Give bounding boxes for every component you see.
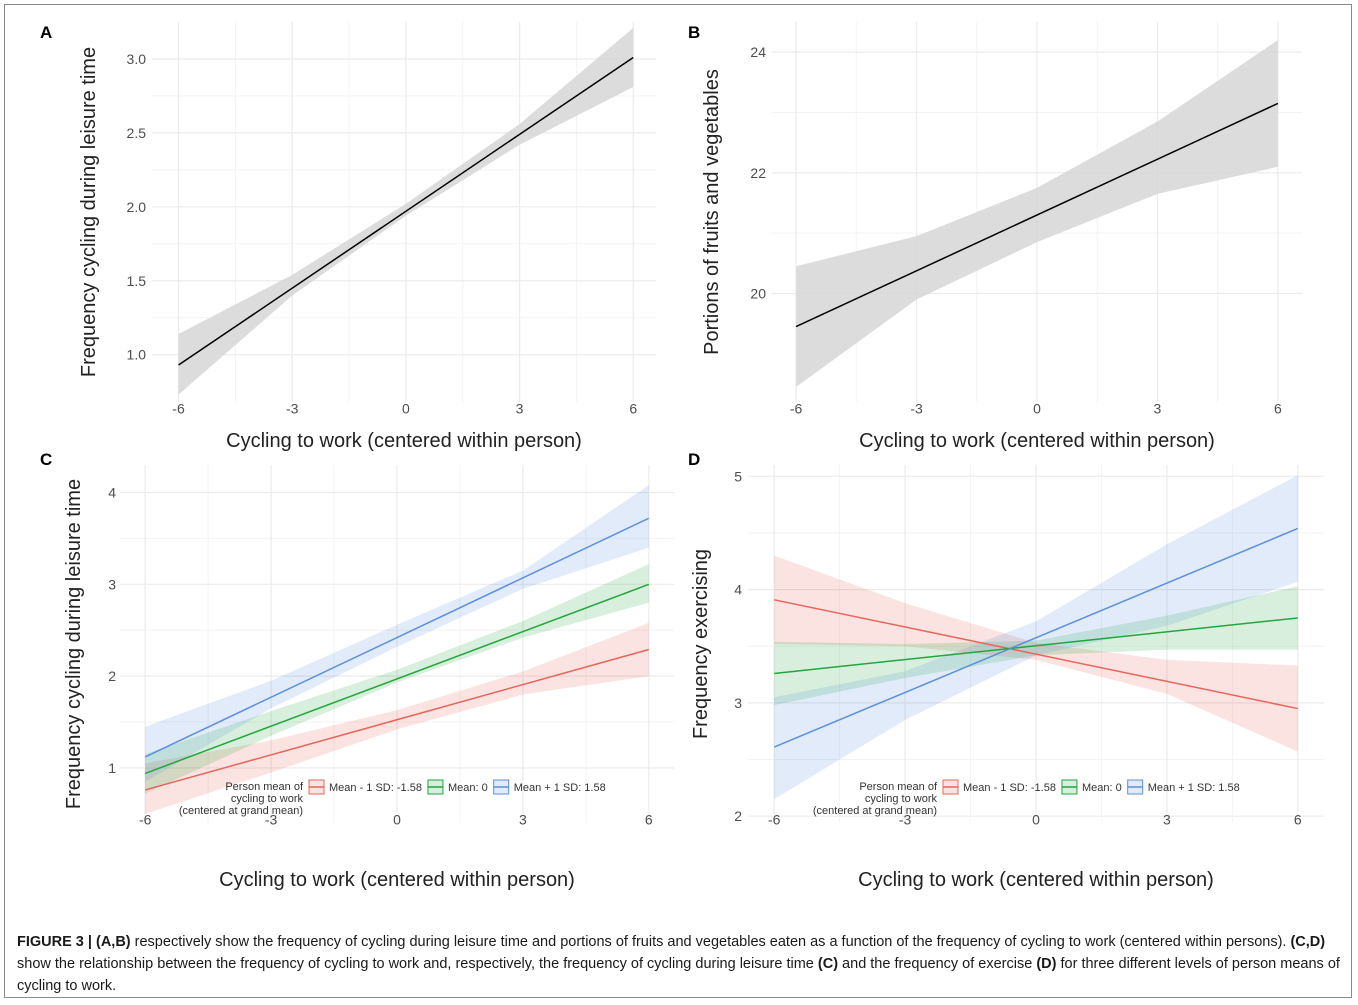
y-axis-title: Frequency cycling during leisure time bbox=[78, 47, 100, 377]
y-tick-label: 22 bbox=[750, 165, 766, 181]
x-tick-label: 3 bbox=[516, 400, 524, 416]
x-tick-label: 6 bbox=[1274, 400, 1282, 416]
regression-line bbox=[773, 527, 1299, 748]
regression-line bbox=[774, 599, 1298, 710]
x-tick-label: 0 bbox=[393, 811, 401, 827]
confidence-band bbox=[796, 40, 1278, 387]
legend-label: Mean: 0 bbox=[1082, 782, 1122, 794]
y-tick-label: 2 bbox=[108, 668, 116, 684]
x-tick-label: -3 bbox=[899, 811, 912, 827]
y-tick-label: 1 bbox=[108, 760, 116, 776]
x-tick-label: -6 bbox=[768, 811, 781, 827]
chart-panel-a: -6 -3 0 3 6 1.0 1.5 2.0 2.5 3.0 Cycling to work (c… bbox=[40, 22, 656, 452]
x-axis-title: Cycling to work (centered within person) bbox=[859, 430, 1215, 452]
y-tick-label: 4 bbox=[734, 582, 742, 598]
legend-label: Mean - 1 SD: -1.58 bbox=[963, 782, 1056, 794]
legend-label: Mean: 0 bbox=[448, 782, 488, 794]
caption-label: FIGURE 3 | bbox=[17, 934, 92, 950]
legend-title: Person mean of bbox=[859, 781, 938, 793]
figure-caption: FIGURE 3 | (A,B) respectively show the f… bbox=[17, 931, 1345, 997]
legend-title: cycling to work bbox=[865, 793, 938, 805]
caption-panel-ref-d: (D) bbox=[1036, 956, 1057, 972]
x-tick-label: -3 bbox=[286, 400, 299, 416]
x-tick-label: 0 bbox=[402, 400, 410, 416]
confidence-band bbox=[145, 485, 649, 782]
y-axis-title: Frequency exercising bbox=[690, 549, 712, 739]
legend-title: (centered at grand mean) bbox=[179, 805, 303, 817]
caption-text-2: show the relationship between the freque… bbox=[17, 956, 818, 972]
x-tick-label: 6 bbox=[1294, 811, 1302, 827]
y-axis-title: Frequency cycling during leisure time bbox=[63, 479, 85, 809]
caption-text-3: and the frequency of exercise bbox=[838, 956, 1037, 972]
x-tick-label: 0 bbox=[1032, 811, 1040, 827]
caption-text-4: for three different levels of person mea… bbox=[17, 956, 1340, 994]
x-tick-label: 0 bbox=[1033, 400, 1041, 416]
caption-panel-ref-cd: (C,D) bbox=[1290, 934, 1326, 950]
regression-line bbox=[144, 583, 650, 775]
panel-letter: B bbox=[688, 23, 700, 42]
regression-line bbox=[774, 617, 1298, 675]
x-tick-label: -3 bbox=[910, 400, 923, 416]
x-tick-label: 3 bbox=[1154, 400, 1162, 416]
regression-line bbox=[144, 517, 650, 758]
chart-panel-b: -6 -3 0 3 6 20 22 24 Cycling to work (centered w… bbox=[688, 22, 1302, 452]
y-tick-label: 3 bbox=[108, 576, 116, 592]
confidence-band bbox=[145, 622, 649, 814]
figure-frame bbox=[4, 4, 1352, 998]
x-tick-label: 6 bbox=[629, 400, 637, 416]
y-tick-label: 1.5 bbox=[127, 273, 147, 289]
x-tick-label: 3 bbox=[1163, 811, 1171, 827]
legend-label: Mean + 1 SD: 1.58 bbox=[514, 782, 606, 794]
legend-label: Mean - 1 SD: -1.58 bbox=[329, 782, 422, 794]
chart-panel-d: -6 -3 0 3 6 2 3 4 5 Cycling to work (centered wit… bbox=[688, 450, 1324, 891]
x-axis-title: Cycling to work (centered within person) bbox=[219, 869, 575, 891]
x-axis-title: Cycling to work (centered within person) bbox=[226, 430, 582, 452]
regression-line bbox=[178, 56, 634, 366]
panel-letter: A bbox=[40, 23, 52, 42]
legend-label: Mean + 1 SD: 1.58 bbox=[1148, 782, 1240, 794]
chart-panel-c: -6 -3 0 3 6 1 2 3 4 Cycling to work (centered wit… bbox=[40, 450, 674, 891]
y-tick-label: 5 bbox=[734, 468, 742, 484]
panel-letter: C bbox=[40, 450, 52, 469]
x-tick-label: -3 bbox=[265, 811, 278, 827]
x-tick-label: -6 bbox=[790, 400, 803, 416]
caption-text-1: respectively show the frequency of cycli… bbox=[130, 934, 1291, 950]
caption-panel-ref-c: (C) bbox=[817, 956, 839, 972]
panel-letter: D bbox=[688, 450, 700, 469]
regression-line bbox=[144, 648, 650, 791]
regression-line bbox=[795, 102, 1279, 328]
y-tick-label: 24 bbox=[750, 44, 766, 60]
y-tick-label: 4 bbox=[108, 485, 116, 501]
y-tick-label: 2 bbox=[734, 808, 742, 824]
legend-title: Person mean of bbox=[225, 781, 304, 793]
x-tick-label: -6 bbox=[172, 400, 185, 416]
y-tick-label: 20 bbox=[750, 285, 766, 301]
x-axis-title: Cycling to work (centered within person) bbox=[858, 869, 1214, 891]
legend-title: cycling to work bbox=[231, 793, 304, 805]
legend-title: (centered at grand mean) bbox=[813, 805, 937, 817]
y-tick-label: 2.0 bbox=[127, 199, 147, 215]
figure-charts: -6 -3 0 3 6 1.0 1.5 2.0 2.5 3.0 Cycling to work (c… bbox=[40, 22, 1324, 891]
caption-panel-ref-ab: (A,B) bbox=[96, 934, 131, 950]
y-tick-label: 2.5 bbox=[127, 125, 147, 141]
y-tick-label: 1.0 bbox=[127, 347, 147, 363]
x-tick-label: 3 bbox=[519, 811, 527, 827]
y-tick-label: 3.0 bbox=[127, 51, 147, 67]
x-tick-label: -6 bbox=[139, 811, 152, 827]
x-tick-label: 6 bbox=[645, 811, 653, 827]
y-tick-label: 3 bbox=[734, 695, 742, 711]
y-axis-title: Portions of fruits and vegetables bbox=[701, 69, 723, 355]
